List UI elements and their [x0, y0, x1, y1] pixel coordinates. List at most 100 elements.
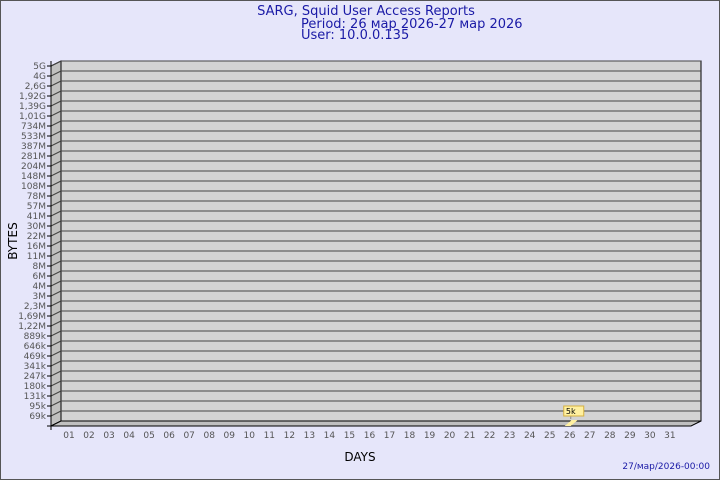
gridline-depth — [50, 160, 62, 167]
y-tick-label: 387M — [21, 142, 46, 152]
x-tick-label: 12 — [284, 431, 295, 441]
y-tick-label: 148M — [21, 172, 46, 182]
x-tick-label: 16 — [364, 431, 376, 441]
y-tick-label: 1,69M — [18, 312, 46, 322]
x-tick-label: 23 — [504, 431, 515, 441]
gridline-depth — [50, 390, 62, 397]
gridline-depth — [50, 230, 62, 237]
y-tick-label: 22M — [27, 232, 46, 242]
gridline-depth — [50, 250, 62, 257]
x-tick-label: 28 — [604, 431, 616, 441]
x-tick-label: 06 — [163, 431, 175, 441]
chart-title: SARG, Squid User Access Reports — [257, 4, 475, 19]
gridline-depth — [50, 280, 62, 287]
gridline-depth — [50, 370, 62, 377]
y-tick-label: 131k — [24, 392, 47, 402]
x-tick-label: 08 — [203, 431, 215, 441]
gridline-depth — [50, 410, 62, 417]
y-tick-label: 469k — [24, 352, 47, 362]
y-tick-label: 8M — [33, 262, 47, 272]
y-tick-label: 5G — [33, 62, 46, 72]
x-tick-label: 10 — [244, 431, 256, 441]
y-axis-title: BYTES — [6, 222, 20, 259]
y-tick-label: 646k — [24, 342, 47, 352]
y-tick-label: 533M — [21, 132, 46, 142]
y-tick-label: 69k — [29, 412, 46, 422]
y-tick-label: 4M — [33, 282, 47, 292]
gridline-depth — [50, 260, 62, 267]
x-tick-label: 17 — [384, 431, 395, 441]
bar-value-label: 5k — [566, 407, 576, 416]
y-tick-label: 1,01G — [19, 112, 46, 122]
x-tick-label: 14 — [324, 431, 336, 441]
y-tick-label: 1,92G — [19, 92, 46, 102]
gridline-depth — [50, 60, 62, 67]
gridline-depth — [50, 210, 62, 217]
y-tick-label: 6M — [33, 272, 47, 282]
y-tick-label: 108M — [21, 182, 46, 192]
y-tick-label: 3M — [33, 292, 47, 302]
x-tick-label: 05 — [143, 431, 154, 441]
x-tick-label: 04 — [123, 431, 135, 441]
gridline-depth — [50, 400, 62, 407]
y-tick-label: 889k — [24, 332, 47, 342]
x-tick-label: 30 — [644, 431, 656, 441]
x-tick-label: 25 — [544, 431, 555, 441]
gridline-depth — [50, 110, 62, 117]
y-tick-label: 734M — [21, 122, 46, 132]
y-tick-label: 30M — [27, 222, 46, 232]
x-tick-label: 31 — [664, 431, 675, 441]
gridline-depth — [50, 170, 62, 177]
gridline-depth — [50, 90, 62, 97]
y-tick-label: 247k — [24, 372, 47, 382]
gridline-depth — [50, 200, 62, 207]
y-tick-label: 78M — [27, 192, 46, 202]
x-tick-label: 15 — [344, 431, 355, 441]
gridline-depth — [50, 190, 62, 197]
y-tick-label: 204M — [21, 162, 46, 172]
x-tick-label: 13 — [304, 431, 315, 441]
y-tick-label: 1,39G — [19, 102, 46, 112]
y-tick-label: 341k — [24, 362, 47, 372]
y-tick-label: 57M — [27, 202, 46, 212]
x-tick-label: 26 — [564, 431, 576, 441]
x-tick-label: 20 — [444, 431, 456, 441]
gridline-depth — [50, 130, 62, 137]
y-tick-label: 180k — [24, 382, 47, 392]
gridline-depth — [50, 320, 62, 327]
gridline-depth — [50, 240, 62, 247]
y-tick-label: 2,3M — [24, 302, 46, 312]
report-timestamp: 27/мар/2026-00:00 — [622, 462, 710, 472]
chart-user: User: 10.0.0.135 — [301, 28, 410, 43]
gridline-depth — [50, 340, 62, 347]
gridline-depth — [50, 350, 62, 357]
gridline-depth — [50, 310, 62, 317]
gridline-depth — [50, 380, 62, 387]
gridline-depth — [50, 180, 62, 187]
x-axis-title: DAYS — [344, 450, 375, 464]
gridline-depth — [50, 80, 62, 87]
gridline-depth — [50, 270, 62, 277]
gridline-depth — [50, 100, 62, 107]
x-tick-label: 24 — [524, 431, 536, 441]
y-tick-label: 1,22M — [18, 322, 46, 332]
y-tick-label: 16M — [27, 242, 46, 252]
y-tick-label: 4G — [33, 72, 46, 82]
gridline-depth — [50, 140, 62, 147]
bar-label-box — [563, 405, 585, 417]
x-tick-label: 22 — [484, 431, 495, 441]
x-tick-label: 03 — [103, 431, 114, 441]
x-tick-label: 19 — [424, 431, 436, 441]
gridline-depth — [50, 360, 62, 367]
y-tick-label: 2,6G — [25, 82, 46, 92]
gridline-depth — [50, 220, 62, 227]
gridline-depth — [50, 330, 62, 337]
gridline-depth — [50, 70, 62, 77]
x-tick-label: 11 — [264, 431, 275, 441]
x-tick-label: 21 — [464, 431, 475, 441]
x-tick-label: 29 — [624, 431, 636, 441]
gridline-depth — [50, 290, 62, 297]
x-tick-label: 09 — [224, 431, 236, 441]
